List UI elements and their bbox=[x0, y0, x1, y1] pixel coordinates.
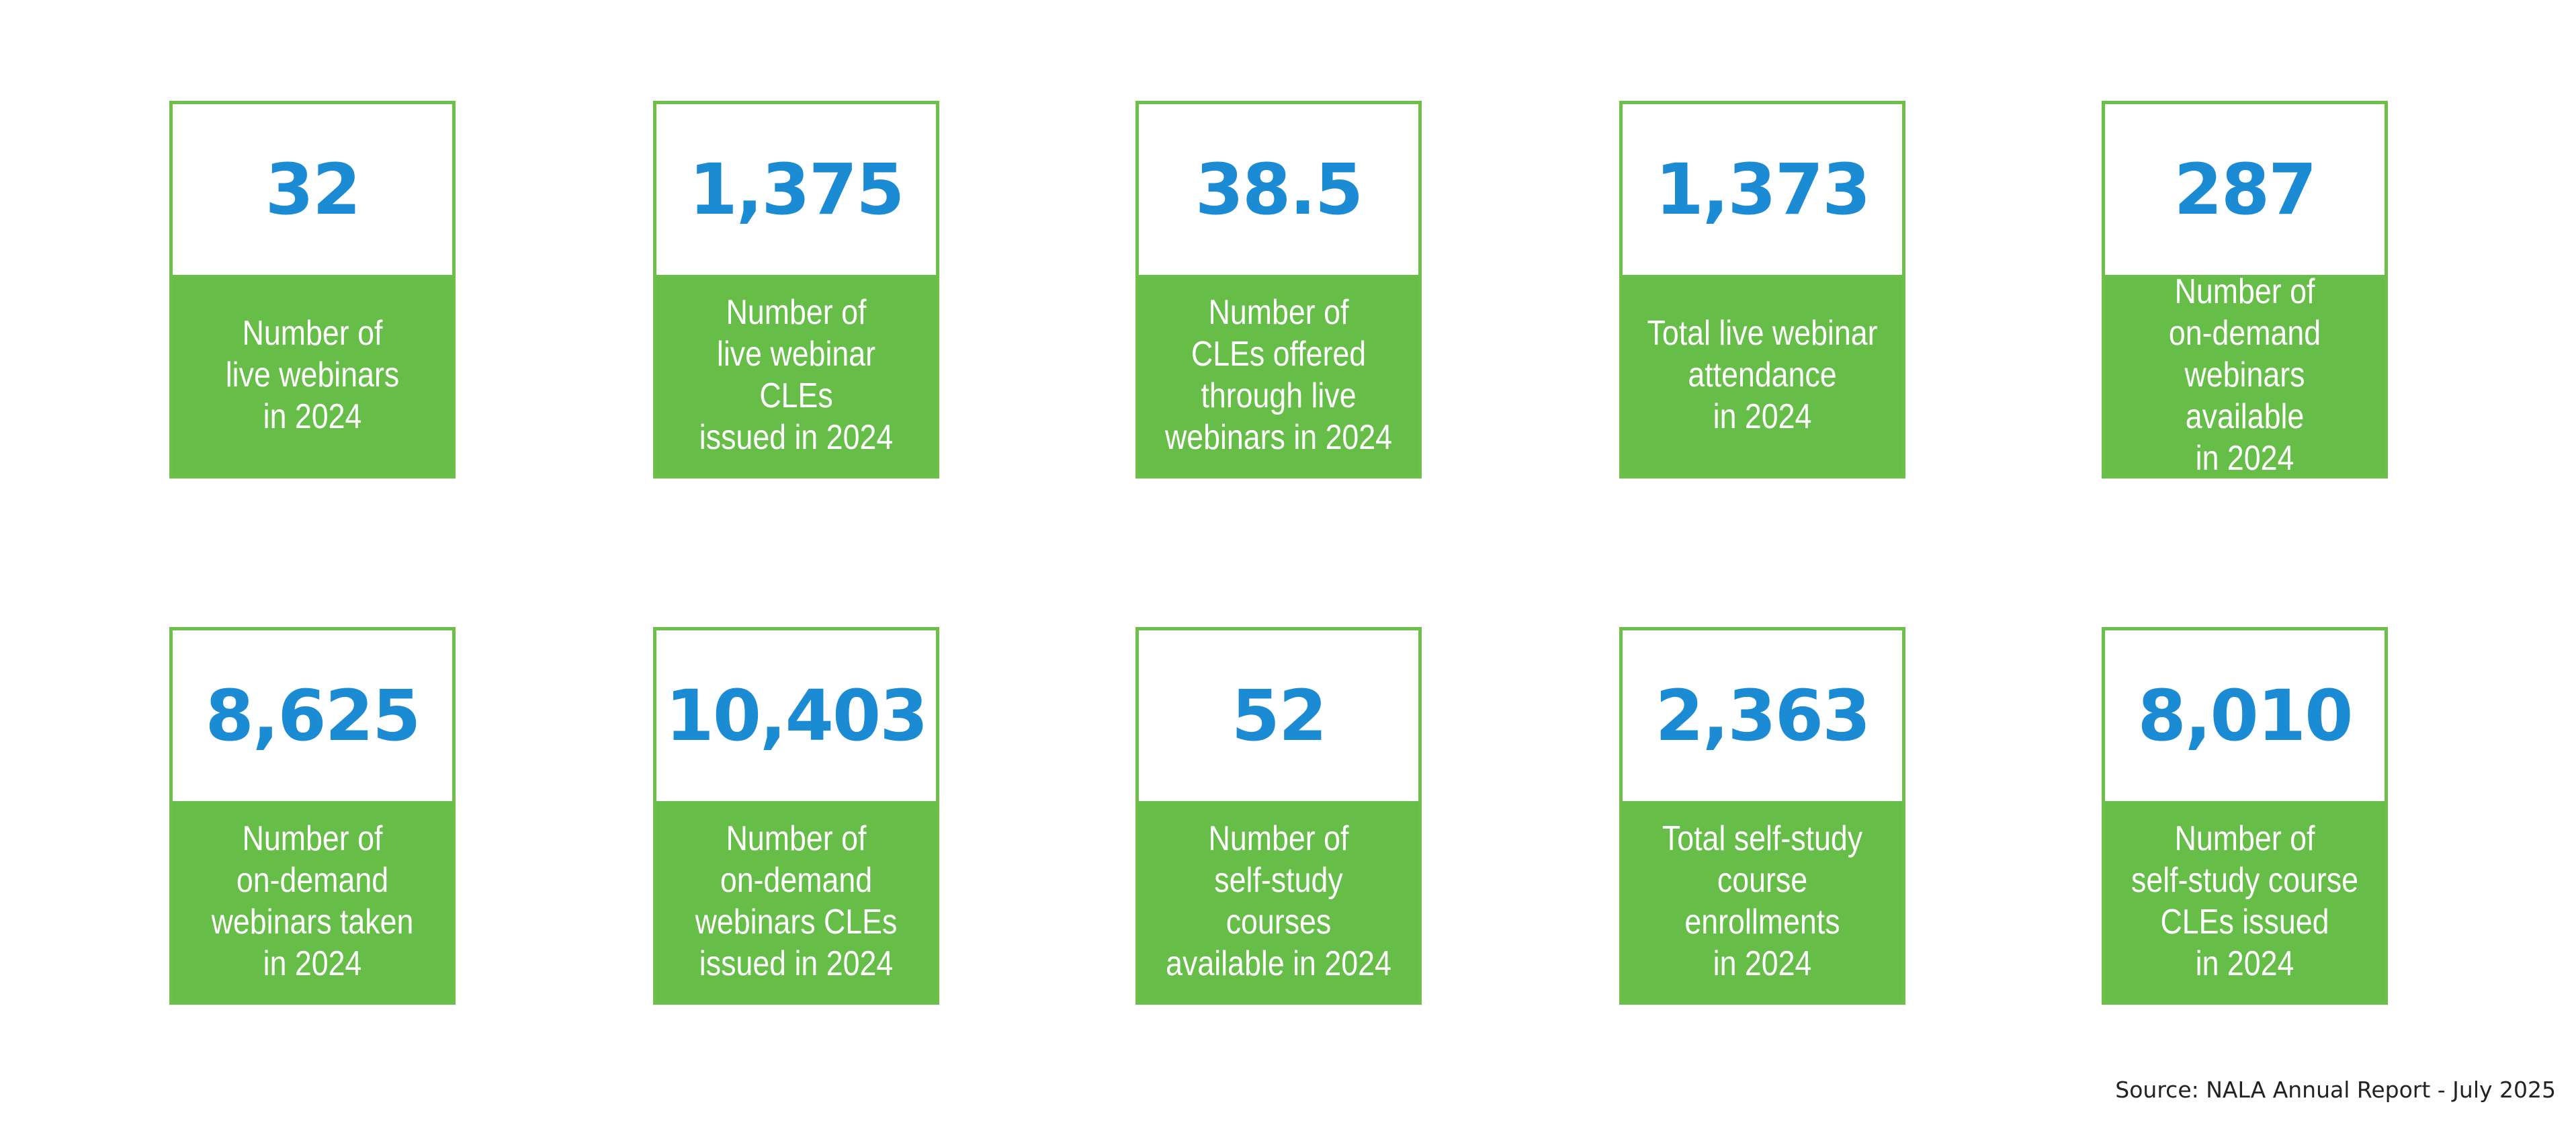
stat-label-box: Number of live webinar CLEs issued in 20… bbox=[656, 275, 936, 475]
stat-label: Number of CLEs offered through live webi… bbox=[1164, 293, 1393, 457]
stat-label: Number of live webinars in 2024 bbox=[225, 314, 400, 436]
stat-label-box: Number of on-demand webinars CLEs issued… bbox=[656, 801, 936, 1001]
stat-label-box: Number of on-demand webinars taken in 20… bbox=[173, 801, 452, 1001]
stat-card-on-demand-available: 287 Number of on-demand webinars availab… bbox=[2102, 101, 2388, 479]
stat-card-live-webinars: 32 Number of live webinars in 2024 bbox=[169, 101, 456, 479]
stat-label-box: Total self-study course enrollments in 2… bbox=[1623, 801, 1902, 1001]
stat-label-box: Number of CLEs offered through live webi… bbox=[1139, 275, 1418, 475]
stat-value-box: 287 bbox=[2105, 104, 2385, 275]
stat-label: Number of on-demand webinars available i… bbox=[2168, 272, 2321, 478]
stat-value: 8,625 bbox=[205, 675, 421, 757]
stat-label-box: Number of self-study courses available i… bbox=[1139, 801, 1418, 1001]
stat-value: 2,363 bbox=[1655, 675, 1871, 757]
stat-card-on-demand-taken: 8,625 Number of on-demand webinars taken… bbox=[169, 627, 456, 1005]
stat-value: 1,373 bbox=[1655, 149, 1871, 231]
stat-value-box: 1,373 bbox=[1623, 104, 1902, 275]
stat-value-box: 2,363 bbox=[1623, 630, 1902, 801]
stat-label: Number of live webinar CLEs issued in 20… bbox=[699, 293, 894, 457]
stat-card-cles-offered: 38.5 Number of CLEs offered through live… bbox=[1135, 101, 1422, 479]
stat-card-self-study-enrollments: 2,363 Total self-study course enrollment… bbox=[1619, 627, 1905, 1005]
stat-value: 38.5 bbox=[1195, 149, 1364, 231]
stat-card-on-demand-cles: 10,403 Number of on-demand webinars CLEs… bbox=[653, 627, 939, 1005]
stat-label: Number of on-demand webinars CLEs issued… bbox=[695, 819, 898, 983]
source-caption: Source: NALA Annual Report - July 2025 bbox=[2115, 1077, 2556, 1103]
stat-card-live-attendance: 1,373 Total live webinar attendance in 2… bbox=[1619, 101, 1905, 479]
stat-value-box: 1,375 bbox=[656, 104, 936, 275]
stat-label: Number of self-study courses available i… bbox=[1166, 819, 1391, 983]
stat-value: 32 bbox=[265, 149, 361, 231]
stat-value-box: 8,010 bbox=[2105, 630, 2385, 801]
stat-value: 1,375 bbox=[689, 149, 905, 231]
stat-label-box: Total live webinar attendance in 2024 bbox=[1623, 275, 1902, 475]
stat-label-box: Number of live webinars in 2024 bbox=[173, 275, 452, 475]
stat-label: Number of on-demand webinars taken in 20… bbox=[211, 819, 414, 983]
stat-value-box: 52 bbox=[1139, 630, 1418, 801]
stat-card-live-webinar-cles: 1,375 Number of live webinar CLEs issued… bbox=[653, 101, 939, 479]
stat-label-box: Number of self-study course CLEs issued … bbox=[2105, 801, 2385, 1001]
stat-value-box: 8,625 bbox=[173, 630, 452, 801]
stat-card-self-study-cles: 8,010 Number of self-study course CLEs i… bbox=[2102, 627, 2388, 1005]
stat-value-box: 32 bbox=[173, 104, 452, 275]
stat-value-box: 38.5 bbox=[1139, 104, 1418, 275]
stat-value: 10,403 bbox=[665, 675, 928, 757]
stat-value: 8,010 bbox=[2137, 675, 2354, 757]
stat-card-self-study-available: 52 Number of self-study courses availabl… bbox=[1135, 627, 1422, 1005]
stat-label: Total live webinar attendance in 2024 bbox=[1647, 314, 1878, 436]
stat-value: 287 bbox=[2174, 149, 2317, 231]
stat-label: Total self-study course enrollments in 2… bbox=[1662, 819, 1863, 983]
stat-label-box: Number of on-demand webinars available i… bbox=[2105, 272, 2385, 478]
stat-label: Number of self-study course CLEs issued … bbox=[2131, 819, 2359, 983]
stat-value: 52 bbox=[1231, 675, 1328, 757]
stat-value-box: 10,403 bbox=[656, 630, 936, 801]
